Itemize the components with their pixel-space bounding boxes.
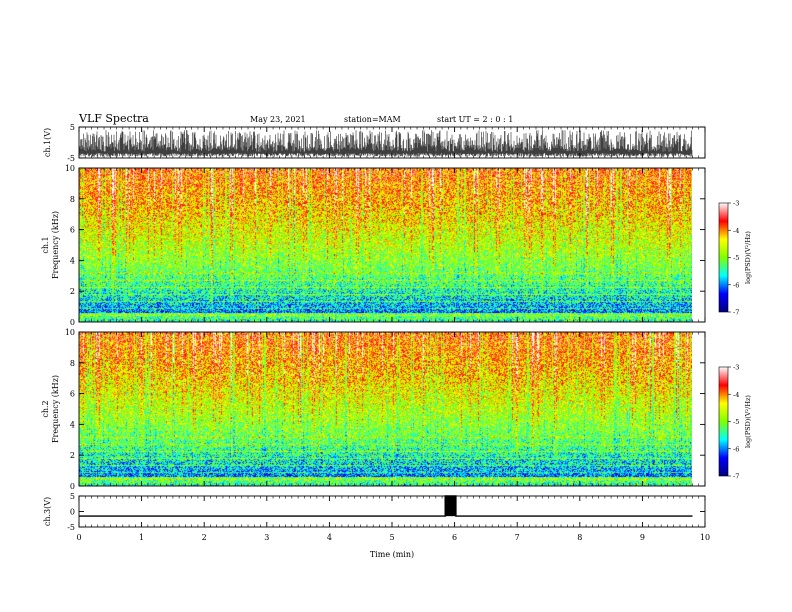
colorbar-tick-label: -6 [733, 445, 739, 453]
colorbar-tick-label: -5 [733, 254, 739, 262]
x-tick-label: 1 [139, 533, 144, 542]
y-tick-label: 0 [70, 508, 75, 517]
x-tick-label: 9 [640, 533, 645, 542]
colorbar-tick-label: -7 [733, 309, 739, 317]
y-tick-label: 0 [70, 318, 75, 327]
date-label: May 23, 2021 [250, 115, 306, 124]
spectrogram-ch1 [79, 168, 692, 322]
colorbar [718, 202, 729, 313]
colorbar [718, 366, 729, 477]
y-tick-label: -5 [67, 154, 75, 163]
y-axis-label: ch.1(V) [43, 128, 52, 157]
x-tick-label: 5 [389, 533, 394, 542]
x-tick-label: 4 [327, 533, 332, 542]
x-tick-label: 0 [76, 533, 81, 542]
svg-text:Frequency (kHz): Frequency (kHz) [51, 375, 60, 443]
y-tick-label: 4 [70, 256, 75, 265]
start-time-label: start UT = 2 : 0 : 1 [437, 115, 514, 124]
ch3-waveform-trace [79, 495, 693, 517]
x-tick-label: 3 [264, 533, 269, 542]
svg-text:ch.1: ch.1 [41, 236, 50, 253]
station-label: station=MAM [344, 115, 401, 124]
x-tick-label: 7 [515, 533, 520, 542]
x-tick-label: 2 [202, 533, 207, 542]
y-tick-label: 8 [70, 359, 75, 368]
y-axis-label: ch.3(V) [43, 497, 52, 526]
y-axis-label: ch.2 Frequency (kHz) [41, 375, 60, 443]
chart-title: VLF Spectra [79, 112, 149, 125]
y-tick-label: -5 [67, 523, 75, 532]
colorbar-label: log(PSD)(V²/Hz) [744, 231, 752, 284]
colorbar-tick-label: -4 [733, 391, 739, 399]
spectrogram-ch2 [79, 332, 692, 486]
ch1-waveform-trace [79, 130, 693, 157]
ch3-pulse [445, 496, 456, 517]
colorbar-tick-label: -5 [733, 418, 739, 426]
y-tick-label: 5 [70, 492, 75, 501]
x-tick-label: 10 [700, 533, 710, 542]
colorbar-label: log(PSD)(V²/Hz) [744, 395, 752, 448]
y-tick-label: 10 [65, 164, 75, 173]
colorbar-tick-label: -7 [733, 473, 739, 481]
y-tick-label: 5 [70, 123, 75, 132]
x-axis-label: Time (min) [370, 550, 414, 559]
svg-text:ch.2: ch.2 [41, 400, 50, 417]
colorbar-tick-label: -6 [733, 281, 739, 289]
x-tick-label: 6 [452, 533, 457, 542]
svg-text:Frequency (kHz): Frequency (kHz) [51, 211, 60, 279]
y-tick-label: 4 [70, 420, 75, 429]
colorbar-tick-label: -4 [733, 227, 739, 235]
colorbar-tick-label: -3 [733, 200, 739, 208]
y-tick-label: 10 [65, 328, 75, 337]
x-tick-label: 8 [577, 533, 582, 542]
colorbar-tick-label: -3 [733, 364, 739, 372]
y-tick-label: 8 [70, 195, 75, 204]
y-tick-label: 2 [70, 451, 75, 460]
y-axis-label: ch.1 Frequency (kHz) [41, 211, 60, 279]
y-tick-label: 6 [70, 390, 75, 399]
y-tick-label: 2 [70, 287, 75, 296]
y-tick-label: 0 [70, 482, 75, 491]
y-tick-label: 6 [70, 226, 75, 235]
